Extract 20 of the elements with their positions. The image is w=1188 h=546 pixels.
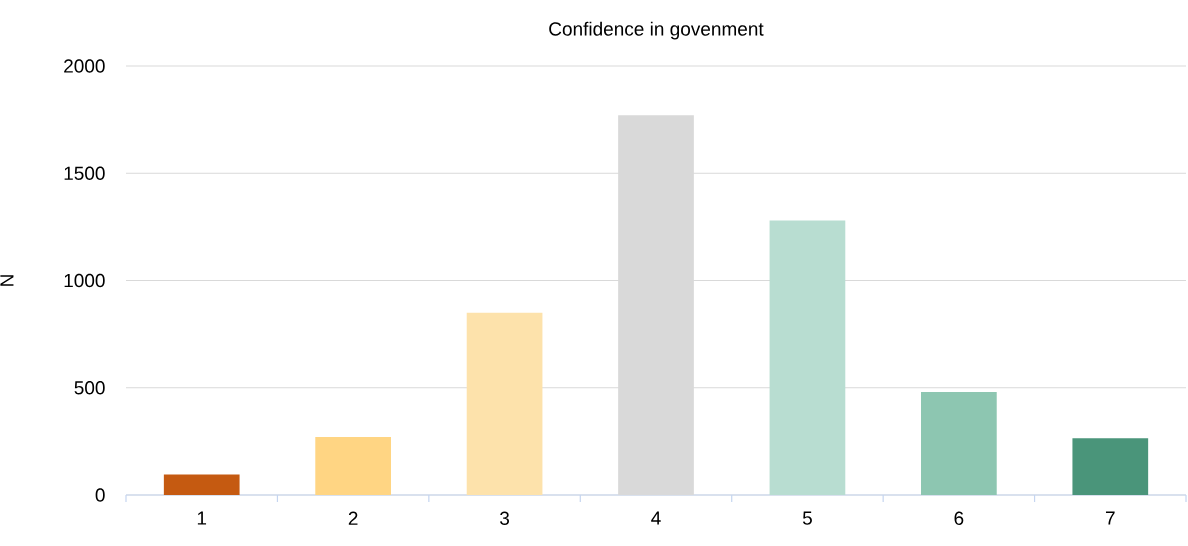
bar <box>769 220 846 495</box>
x-tick-label: 5 <box>802 511 812 525</box>
bar <box>163 474 240 495</box>
y-tick-label: 1500 <box>64 166 105 180</box>
bar <box>466 312 543 495</box>
x-tick-label: 7 <box>1105 511 1115 525</box>
bar <box>1072 438 1149 495</box>
chart-title: Confidence in govenment <box>549 21 764 40</box>
x-tick-label: 1 <box>197 511 207 525</box>
y-axis-title: N <box>0 275 14 286</box>
y-tick-label: 500 <box>74 381 105 395</box>
y-tick-label: 2000 <box>64 59 105 73</box>
x-tick-label: 3 <box>500 511 510 525</box>
bar <box>315 437 391 495</box>
x-tick-label: 6 <box>954 511 964 525</box>
x-tick-label: 2 <box>348 511 358 525</box>
y-tick-label: 0 <box>95 488 105 502</box>
bar <box>921 392 997 495</box>
x-tick-label: 4 <box>651 511 661 525</box>
y-tick-label: 1000 <box>64 273 105 288</box>
